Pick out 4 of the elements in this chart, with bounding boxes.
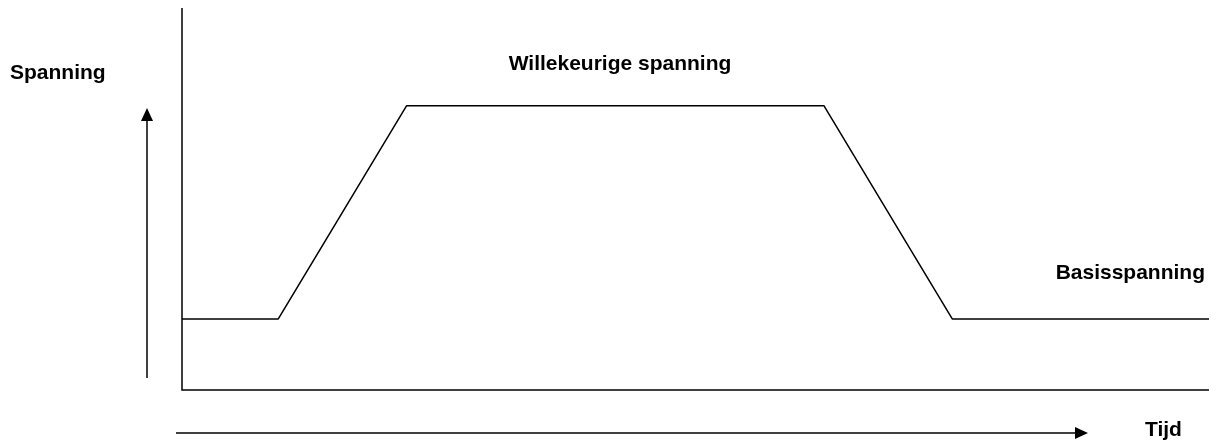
- x-axis-title: Tijd: [1145, 416, 1182, 440]
- annotation: Basisspanning: [1055, 259, 1205, 283]
- text: Willekeurige spanning: [508, 50, 732, 74]
- y-axis-title: Spanning: [10, 59, 106, 83]
